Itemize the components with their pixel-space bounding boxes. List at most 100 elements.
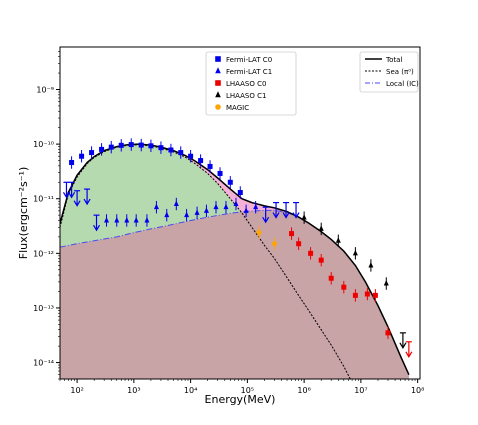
- data-point: [173, 200, 179, 207]
- upper-limit-head: [405, 351, 413, 358]
- data-point: [164, 211, 170, 218]
- upper-limit-head: [262, 216, 270, 224]
- model-curves: [60, 143, 410, 379]
- series-magic: [256, 226, 277, 250]
- data-point: [188, 153, 194, 159]
- series-lhaaso-c0: [289, 227, 413, 358]
- data-point: [341, 284, 347, 290]
- y-tick-label: 10⁻¹²: [33, 249, 54, 258]
- x-tick-label: 10⁸: [411, 386, 424, 395]
- legend-label: Fermi-LAT C0: [226, 56, 272, 64]
- data-point: [89, 150, 95, 156]
- data-point: [104, 216, 110, 223]
- legend-marker: [215, 91, 221, 98]
- data-point: [308, 250, 314, 256]
- data-point: [237, 189, 243, 195]
- data-point: [133, 216, 139, 223]
- x-tick-label: 10⁴: [184, 386, 197, 395]
- data-point: [138, 142, 144, 148]
- legend-marker: [215, 104, 221, 110]
- data-point: [364, 291, 370, 297]
- y-axis: 10⁻¹⁴ 10⁻¹³ 10⁻¹² 10⁻¹¹ 10⁻¹⁰ 10⁻⁹: [33, 51, 60, 380]
- legend-marker: [215, 67, 221, 74]
- x-axis-label: Energy(MeV): [205, 393, 276, 406]
- data-point: [99, 146, 105, 152]
- sea-tail-fill-area: [241, 212, 351, 379]
- legend-models-box: [359, 51, 419, 93]
- data-point: [368, 261, 374, 268]
- series-lhaaso-c1: [301, 211, 407, 350]
- y-tick-label: 10⁻¹⁴: [33, 359, 54, 368]
- data-point: [301, 214, 307, 220]
- legend-label: Fermi-LAT C1: [226, 68, 272, 76]
- x-axis: 10² 10³ 10⁴ 10⁵ 10⁶ 10⁷ 10⁸: [59, 379, 424, 395]
- data-point: [213, 203, 219, 210]
- y-tick-label: 10⁻¹¹: [33, 195, 54, 204]
- data-point: [318, 225, 324, 231]
- total-curve: [60, 143, 410, 376]
- y-axis-label: Flux(ergcm⁻²s⁻¹): [17, 167, 30, 259]
- y-tick-label: 10⁻¹³: [33, 304, 54, 313]
- data-point: [271, 241, 277, 247]
- legend-marker: [215, 80, 221, 86]
- data-point: [217, 170, 223, 176]
- x-tick-label: 10⁵: [241, 386, 254, 395]
- data-point: [108, 144, 114, 150]
- data-point: [198, 158, 204, 164]
- upper-limit-head: [272, 212, 280, 219]
- upper-limit-head: [282, 212, 290, 219]
- upper-limit-head: [292, 212, 300, 219]
- data-point: [194, 209, 200, 215]
- data-point: [158, 145, 164, 151]
- upper-limit-head: [83, 198, 91, 206]
- data-point: [223, 203, 229, 210]
- plot-frame: [59, 46, 421, 380]
- legend-data-box: [205, 51, 297, 116]
- data-point: [203, 207, 209, 213]
- data-point: [144, 216, 150, 223]
- data-point: [335, 237, 341, 243]
- data-point: [318, 257, 324, 263]
- upper-limit-head: [68, 191, 76, 199]
- upper-limit-head: [399, 342, 407, 350]
- x-tick-label: 10⁷: [354, 386, 367, 395]
- data-point: [79, 153, 85, 159]
- data-point: [178, 150, 184, 156]
- data-point: [207, 163, 213, 169]
- data-point: [118, 142, 124, 148]
- legend-label: LHAASO C0: [226, 80, 266, 88]
- data-point: [168, 147, 174, 153]
- data-point: [385, 330, 391, 336]
- data-point: [128, 142, 134, 148]
- legend-label: Total: [385, 56, 402, 64]
- data-point: [184, 211, 190, 218]
- series-fermi-lat-c1: [62, 181, 300, 232]
- data-point: [372, 292, 378, 298]
- upper-limit-head: [62, 191, 70, 199]
- y-tick-label: 10⁻¹⁰: [33, 140, 54, 149]
- model-fill-areas: [60, 144, 409, 379]
- data-point: [153, 203, 159, 210]
- x-tick-label: 10⁶: [297, 386, 310, 395]
- legend-data-series: Fermi-LAT C0 Fermi-LAT C1 LHAASO C0 LHAASO …: [205, 51, 297, 116]
- y-tick-label: 10⁻⁹: [36, 85, 54, 94]
- legend-marker: [215, 56, 221, 62]
- series-fermi-lat-c0: [69, 138, 243, 199]
- data-point: [233, 200, 239, 207]
- sea-pion-curve: [60, 144, 351, 379]
- data-point: [114, 216, 120, 223]
- data-point: [243, 207, 249, 213]
- data-point: [256, 230, 262, 236]
- data-points: [62, 138, 413, 358]
- data-point: [227, 179, 233, 185]
- data-point: [383, 280, 389, 286]
- legend-label: Local (IC): [386, 80, 419, 88]
- data-point: [69, 160, 75, 166]
- upper-limit-head: [93, 224, 101, 232]
- legend-label: MAGIC: [226, 104, 249, 112]
- data-point: [253, 203, 259, 210]
- data-point: [328, 275, 334, 281]
- data-point: [124, 216, 130, 223]
- data-point: [296, 241, 302, 247]
